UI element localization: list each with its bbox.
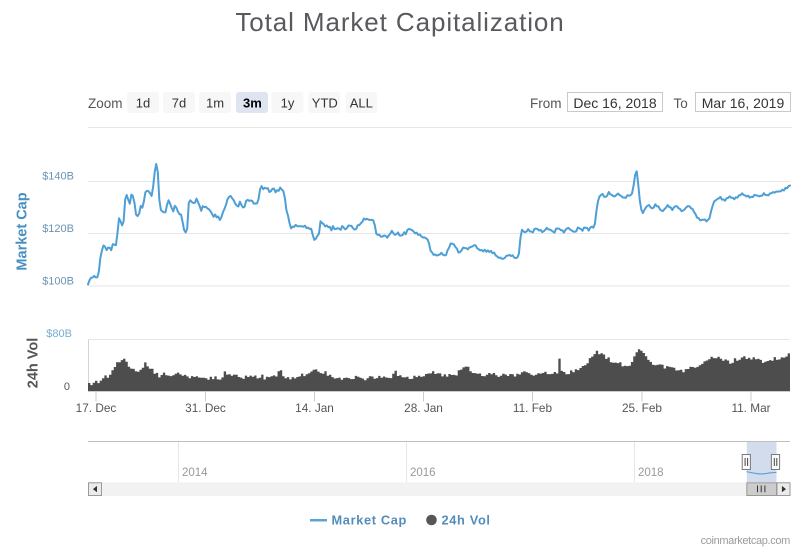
svg-text:$120B: $120B [42, 223, 74, 235]
svg-text:14. Jan: 14. Jan [295, 401, 334, 415]
svg-text:$100B: $100B [42, 276, 74, 288]
svg-text:coinmarketcap.com: coinmarketcap.com [701, 535, 791, 547]
svg-text:17. Dec: 17. Dec [76, 401, 117, 415]
svg-text:31. Dec: 31. Dec [185, 401, 226, 415]
svg-text:Dec 16, 2018: Dec 16, 2018 [573, 95, 656, 111]
svg-text:11. Feb: 11. Feb [513, 401, 553, 415]
svg-text:3m: 3m [243, 96, 262, 111]
svg-text:To: To [674, 96, 688, 111]
svg-text:25. Feb: 25. Feb [622, 401, 662, 415]
svg-text:7d: 7d [172, 96, 186, 111]
svg-text:2016: 2016 [410, 467, 436, 479]
svg-text:28. Jan: 28. Jan [404, 401, 443, 415]
svg-text:24h Vol: 24h Vol [26, 338, 42, 389]
svg-text:1d: 1d [136, 96, 150, 111]
svg-text:Market Cap: Market Cap [15, 192, 31, 270]
svg-text:0: 0 [64, 381, 70, 393]
svg-text:2014: 2014 [182, 467, 208, 479]
svg-text:11. Mar: 11. Mar [731, 401, 770, 415]
svg-text:1y: 1y [281, 96, 295, 111]
svg-text:Zoom: Zoom [88, 96, 123, 111]
svg-text:24h Vol: 24h Vol [442, 513, 491, 528]
svg-text:YTD: YTD [312, 96, 338, 111]
svg-text:$80B: $80B [46, 328, 72, 340]
svg-text:ALL: ALL [350, 96, 373, 111]
svg-text:1m: 1m [206, 96, 224, 111]
svg-text:Total Market Capitalization: Total Market Capitalization [235, 7, 564, 37]
svg-text:Market Cap: Market Cap [332, 513, 407, 528]
svg-text:2018: 2018 [638, 467, 664, 479]
svg-text:From: From [530, 96, 562, 111]
svg-text:Mar 16, 2019: Mar 16, 2019 [702, 95, 785, 111]
svg-text:$140B: $140B [42, 171, 74, 183]
